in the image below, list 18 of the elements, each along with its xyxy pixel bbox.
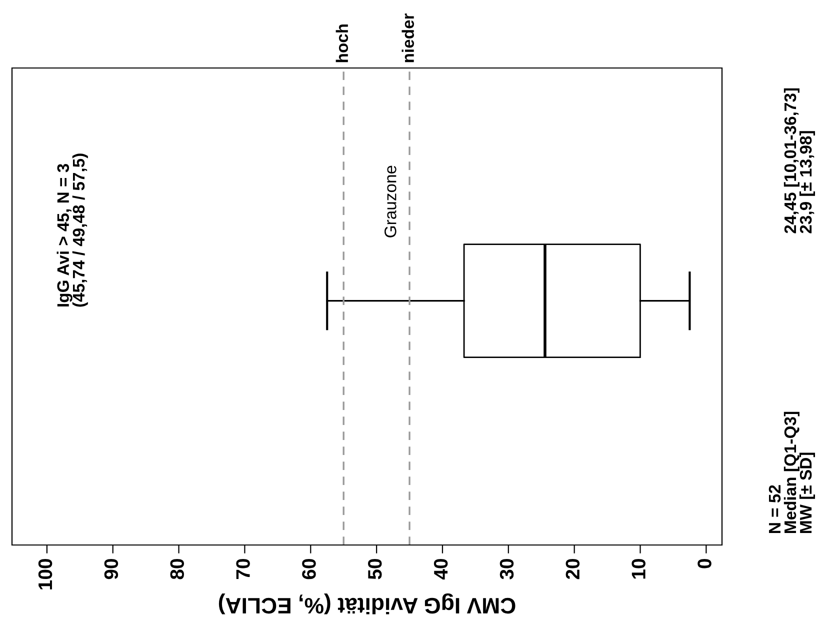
x-tick-label: 20 [566, 558, 580, 580]
annotation: IgG Avi > 45, N = 3 (45,74 / 49,48 / 57,5) [56, 154, 88, 307]
ref-line-label: nieder [402, 13, 414, 62]
x-tick-label: 70 [236, 558, 250, 579]
x-axis-title: CMV IgG Avidität (%, ECLIA) [218, 593, 516, 614]
x-tick-label: 30 [500, 558, 514, 580]
x-tick-label: 0 [698, 558, 712, 568]
text: N = 52 Median [Q1-Q3] MW [± SD] [768, 412, 815, 533]
x-tick-label: 60 [302, 558, 316, 580]
x-tick-label: 90 [104, 558, 118, 580]
annotation: Grauzone [384, 166, 396, 238]
x-tick-label: 100 [38, 558, 52, 590]
x-tick-label: 80 [170, 558, 184, 580]
ref-line-label: hoch [336, 24, 348, 62]
x-tick-label: 10 [632, 558, 646, 579]
x-tick-label: 50 [368, 558, 382, 580]
x-tick-label: 40 [434, 558, 448, 580]
text: 24,45 [10,01-36,73] 23,9 [± 13,98] [784, 88, 815, 234]
